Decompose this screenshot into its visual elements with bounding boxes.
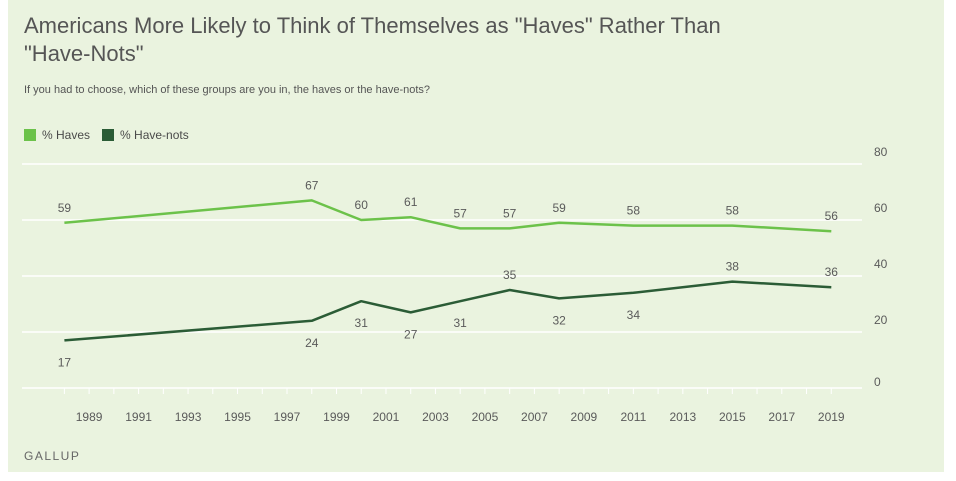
data-label-haves-2015: 58	[726, 204, 740, 218]
x-tick-label-2017: 2017	[768, 410, 795, 424]
data-label-have-nots-2004: 31	[454, 316, 468, 330]
data-label-have-nots-2002: 27	[404, 327, 418, 341]
legend-swatch-haves	[24, 129, 36, 141]
series-line-1	[64, 280, 832, 342]
data-label-have-nots-2006: 35	[503, 268, 517, 282]
legend-swatch-have-nots	[102, 129, 115, 141]
data-label-haves-2006: 57	[503, 206, 517, 220]
y-tick-label-40: 40	[874, 257, 888, 271]
legend-item-have-nots: % Have-nots	[102, 128, 189, 142]
data-label-have-nots-1998: 24	[305, 336, 319, 350]
chart-card: Americans More Likely to Think of Themse…	[8, 0, 944, 472]
legend-item-haves: % Haves	[24, 128, 90, 142]
data-label-have-nots-2015: 38	[726, 260, 740, 274]
chart-subtitle: If you had to choose, which of these gro…	[24, 84, 431, 96]
x-tick-label-1997: 1997	[274, 410, 301, 424]
y-tick-label-0: 0	[874, 375, 881, 389]
data-label-haves-2004: 57	[454, 206, 468, 220]
data-label-haves-2008: 59	[552, 201, 566, 215]
chart-legend: % Haves % Have-nots	[24, 128, 201, 142]
x-tick-label-1991: 1991	[125, 410, 152, 424]
series-line-0	[64, 199, 832, 233]
line-chart: 0 20 40 60 80 1989 1991 1993 1995 1997 1999 2001 200…	[22, 145, 888, 424]
data-label-haves-2011: 58	[627, 204, 641, 218]
data-label-have-nots-2019: 36	[825, 265, 839, 279]
legend-label-haves: % Haves	[42, 128, 91, 142]
x-tick-label-2009: 2009	[571, 410, 598, 424]
data-label-have-nots-2011: 34	[627, 308, 641, 322]
x-tick-label-2007: 2007	[521, 410, 548, 424]
x-tick-label-2015: 2015	[719, 410, 746, 424]
y-tick-label-20: 20	[874, 313, 888, 327]
x-tick-label-1999: 1999	[323, 410, 350, 424]
x-tick-label-1993: 1993	[175, 410, 202, 424]
x-tick-label-2001: 2001	[373, 410, 400, 424]
data-label-haves-1998: 67	[305, 178, 319, 192]
x-tick-label-1989: 1989	[76, 410, 103, 424]
x-tick-label-2011: 2011	[620, 410, 646, 424]
data-label-have-nots-1988: 17	[58, 355, 72, 369]
x-tick-label-2013: 2013	[669, 410, 696, 424]
source-label: GALLUP	[24, 449, 81, 463]
y-tick-label-80: 80	[874, 145, 888, 159]
data-label-have-nots-2008: 32	[552, 313, 566, 327]
x-tick-label-1995: 1995	[224, 410, 251, 424]
data-label-haves-2000: 60	[355, 198, 369, 212]
data-label-haves-2002: 61	[404, 195, 418, 209]
data-label-haves-2019: 56	[825, 209, 839, 223]
x-tick-label-2005: 2005	[472, 410, 499, 424]
chart-title: Americans More Likely to Think of Themse…	[24, 13, 721, 66]
x-tick-label-2019: 2019	[818, 410, 845, 424]
y-tick-label-60: 60	[874, 201, 888, 215]
x-tick-label-2003: 2003	[422, 410, 449, 424]
legend-label-have-nots: % Have-nots	[120, 128, 189, 142]
data-label-haves-1988: 59	[58, 201, 72, 215]
data-label-have-nots-2000: 31	[355, 316, 369, 330]
